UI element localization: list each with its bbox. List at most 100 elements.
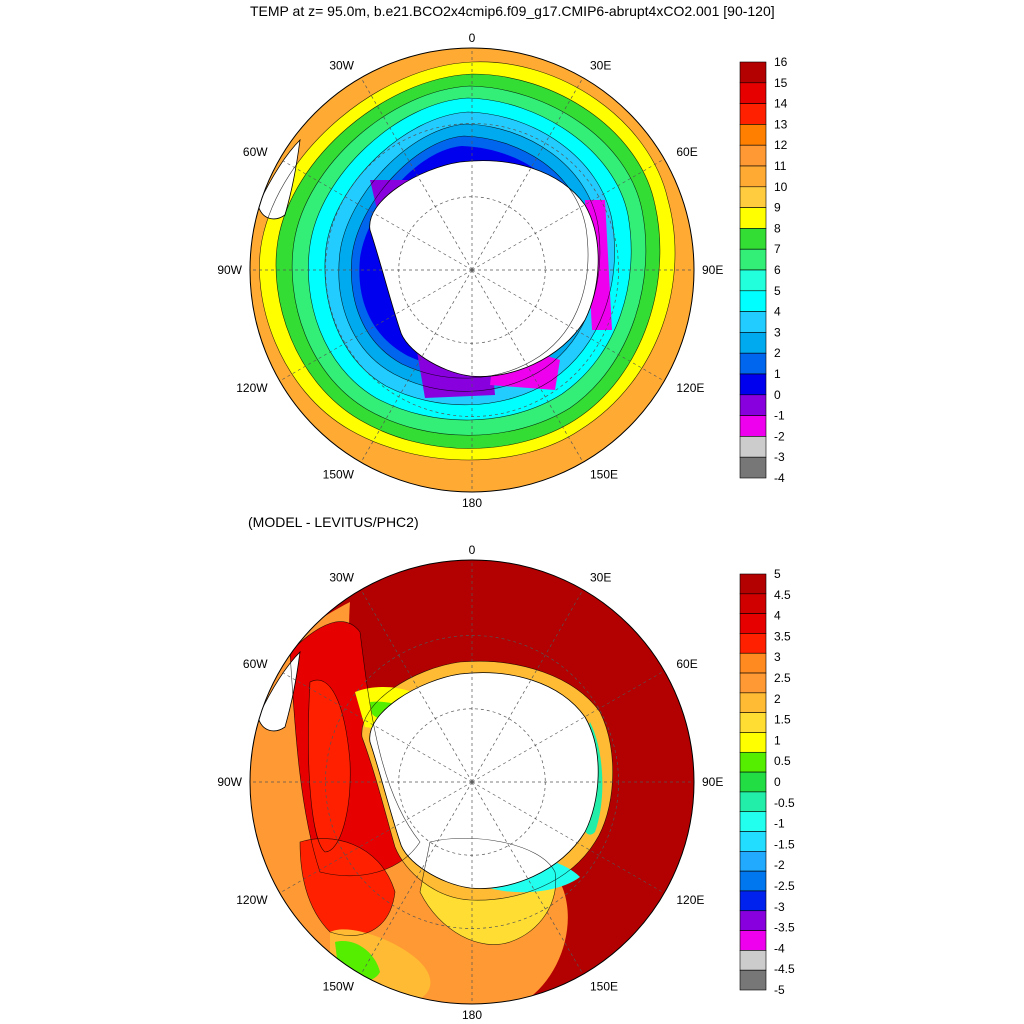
meridian-line xyxy=(279,269,473,382)
colorbar-swatch xyxy=(739,593,767,614)
colorbar-label: -1.5 xyxy=(774,837,795,851)
colorbar-label: 9 xyxy=(774,201,781,215)
colorbar-swatch xyxy=(739,751,767,773)
colorbar-label: 8 xyxy=(774,221,781,235)
temperature-field xyxy=(250,48,694,492)
longitude-label: 90W xyxy=(217,775,242,789)
colorbar-swatch xyxy=(739,165,767,188)
colorbar-swatch xyxy=(739,436,767,458)
colorbar-label: 4 xyxy=(774,305,781,319)
colorbar-swatch xyxy=(739,82,767,104)
colorbar-swatch xyxy=(739,373,767,396)
colorbar-label: 16 xyxy=(774,55,788,69)
meridian-line xyxy=(279,781,473,894)
longitude-label: 120W xyxy=(236,381,268,395)
longitude-label: 150W xyxy=(323,467,355,481)
colorbar-swatch xyxy=(739,207,767,229)
colorbar-label: 0 xyxy=(774,775,781,789)
longitude-label: 120E xyxy=(676,381,704,395)
colorbar-label: -3.5 xyxy=(774,921,795,935)
colorbar-swatch xyxy=(739,633,767,654)
colorbar-swatch xyxy=(739,791,767,813)
longitude-label: 30E xyxy=(590,59,611,73)
difference-colorbar: 5 4.5 4 3.5 3 2.5 2 1.5 1 0.5 0 -0.5 -1 -1.5 -2 -2.5 -3 -… xyxy=(739,567,795,997)
colorbar-swatch xyxy=(739,394,767,416)
colorbar-swatch xyxy=(739,456,767,479)
colorbar-label: 13 xyxy=(774,117,788,131)
meridian-line xyxy=(360,781,473,975)
meridian-line xyxy=(471,269,665,382)
colorbar-label: 2 xyxy=(774,692,781,706)
colorbar-label: -3 xyxy=(774,450,785,464)
longitude-label: 120E xyxy=(676,893,704,907)
longitude-labels: 0 30E 60E 90E 120E 150E 180 150W 120W 90W 60W 30W xyxy=(217,31,723,510)
colorbar-swatch xyxy=(739,692,767,713)
colorbar-label: 4.5 xyxy=(774,588,791,602)
longitude-label: 150E xyxy=(590,979,618,993)
colorbar-label: 14 xyxy=(774,97,788,111)
plot-subtitle: (MODEL - LEVITUS/PHC2) xyxy=(248,514,419,530)
colorbar-label: 4 xyxy=(774,609,781,623)
map-border xyxy=(249,47,695,493)
colorbar-swatch xyxy=(739,771,767,793)
longitude-label: 60E xyxy=(676,657,697,671)
colorbar-swatch xyxy=(739,890,767,912)
colorbar-swatch xyxy=(739,290,767,312)
longitude-label: 120W xyxy=(236,893,268,907)
difference-map: 0 30E 60E 90E 120E 150E 180 150W 120W 90W 60W 30W 5… xyxy=(217,543,795,1022)
meridian-line xyxy=(471,77,584,271)
colorbar-label: 2.5 xyxy=(774,671,791,685)
colorbar-swatch xyxy=(739,228,767,250)
colorbar-swatch xyxy=(739,969,767,991)
longitude-label: 90W xyxy=(217,263,242,277)
colorbar-label: -4 xyxy=(774,941,785,955)
longitude-labels: 0 30E 60E 90E 120E 150E 180 150W 120W 90W 60W 30W xyxy=(217,543,723,1022)
colorbar-swatch xyxy=(739,103,767,125)
colorbar-swatch xyxy=(739,61,767,84)
longitude-label: 60W xyxy=(243,145,268,159)
meridian-line xyxy=(471,269,584,463)
colorbar-label: -3 xyxy=(774,900,785,914)
colorbar-label: 1.5 xyxy=(774,713,791,727)
colorbar-swatch xyxy=(739,613,767,634)
longitude-label: 0 xyxy=(469,31,476,45)
colorbar-label: 10 xyxy=(774,180,788,194)
colorbar-swatch xyxy=(739,910,767,931)
colorbar-label: -2 xyxy=(774,858,785,872)
colorbar-label: 1 xyxy=(774,733,781,747)
colorbar-label: 5 xyxy=(774,567,781,581)
meridian-line xyxy=(279,670,473,783)
colorbar-label: 0 xyxy=(774,388,781,402)
colorbar-swatch xyxy=(739,930,767,951)
colorbar-label: 6 xyxy=(774,263,781,277)
longitude-label: 0 xyxy=(469,543,476,557)
graticule xyxy=(250,48,694,492)
colorbar-swatch xyxy=(739,672,767,694)
colorbar-label: -4.5 xyxy=(774,962,795,976)
colorbar-swatch xyxy=(739,851,767,872)
colorbar-swatch xyxy=(739,831,767,852)
colorbar-label: -1 xyxy=(774,409,785,423)
colorbar-swatch xyxy=(739,950,767,971)
colorbar-label: -1 xyxy=(774,817,785,831)
colorbar-label: 1 xyxy=(774,367,781,381)
meridian-line xyxy=(471,158,665,271)
meridian-line xyxy=(360,77,473,271)
colorbar-swatch xyxy=(739,269,767,292)
colorbar-label: -0.5 xyxy=(774,796,795,810)
longitude-label: 30W xyxy=(329,571,354,585)
colorbar-swatch xyxy=(739,415,767,437)
plot-title: TEMP at z= 95.0m, b.e21.BCO2x4cmip6.f09_… xyxy=(250,3,775,19)
longitude-label: 90E xyxy=(702,263,723,277)
longitude-label: 180 xyxy=(462,1008,482,1022)
longitude-label: 150E xyxy=(590,467,618,481)
colorbar-label: 15 xyxy=(774,76,788,90)
colorbar-label: -5 xyxy=(774,983,785,997)
colorbar-label: -4 xyxy=(774,471,785,485)
colorbar-label: 0.5 xyxy=(774,754,791,768)
map-border xyxy=(249,559,695,1005)
colorbar-swatch xyxy=(739,144,767,167)
colorbar-label: -2.5 xyxy=(774,879,795,893)
colorbar-label: 2 xyxy=(774,346,781,360)
